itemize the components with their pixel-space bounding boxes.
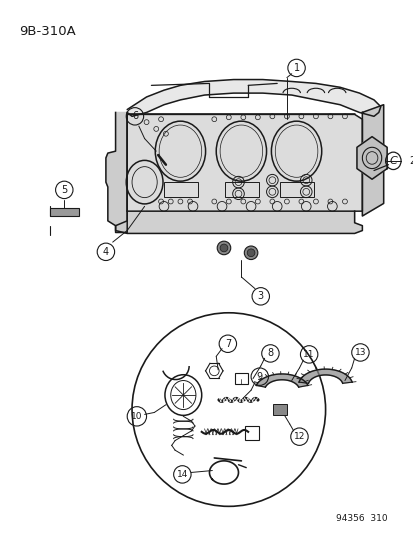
Bar (280, 182, 313, 197)
Text: 10: 10 (131, 412, 142, 421)
Circle shape (244, 246, 257, 260)
Text: 13: 13 (354, 348, 366, 357)
Text: 2: 2 (408, 156, 413, 166)
Polygon shape (356, 136, 386, 179)
Text: 9: 9 (256, 372, 262, 382)
Text: 1: 1 (293, 63, 299, 73)
Circle shape (247, 249, 254, 257)
Bar (224, 182, 258, 197)
Text: 12: 12 (293, 432, 304, 441)
Circle shape (220, 244, 227, 252)
Polygon shape (127, 115, 361, 211)
Text: 9B-310A: 9B-310A (19, 26, 76, 38)
Text: 6: 6 (132, 111, 138, 122)
Bar (244, 426, 258, 440)
Text: 7: 7 (224, 339, 230, 349)
Bar (273, 404, 286, 415)
Text: 3: 3 (257, 292, 263, 301)
Bar (50, 208, 78, 216)
Text: C: C (389, 156, 396, 166)
Polygon shape (361, 104, 383, 216)
Polygon shape (256, 374, 307, 387)
Text: 4: 4 (102, 247, 109, 257)
Text: 8: 8 (267, 349, 273, 358)
Polygon shape (115, 211, 361, 233)
Polygon shape (127, 79, 380, 116)
Text: 94356  310: 94356 310 (335, 514, 387, 523)
Bar (164, 182, 197, 197)
Text: 5: 5 (61, 185, 67, 195)
Polygon shape (298, 369, 351, 383)
Text: 11: 11 (303, 350, 314, 359)
Text: 14: 14 (176, 470, 188, 479)
Circle shape (217, 241, 230, 255)
Bar (234, 373, 247, 384)
Polygon shape (106, 112, 127, 232)
